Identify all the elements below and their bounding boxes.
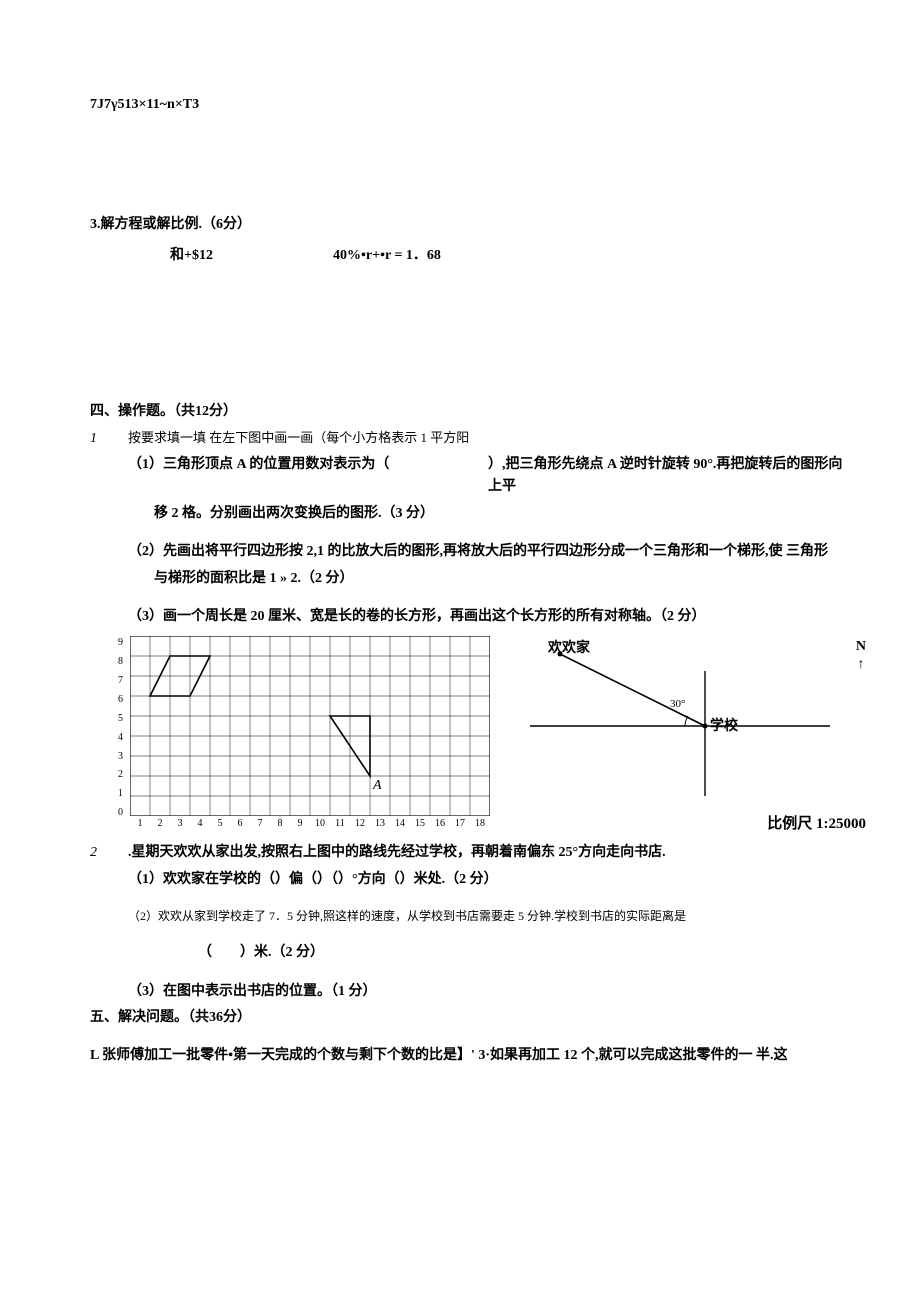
sec4-sub3: （3）画一个周长是 20 厘米、宽是长的卷的长方形，再画出这个长方形的所有对称轴… bbox=[128, 606, 850, 628]
q3-eq-left: 和+$12 bbox=[170, 245, 213, 267]
sec4-sub2-a: （2）先画出将平行四边形按 2,1 的比放大后的图形,再将放大后的平行四边形分成… bbox=[128, 541, 850, 563]
map-home-label: 欢欢家 bbox=[548, 638, 590, 660]
grid-figure: 9876543210 A 123456789101112131415161718 bbox=[130, 636, 490, 832]
sec4-sub1-c: 移 2 格。分别画出两次变换后的图形.（3 分） bbox=[154, 503, 850, 525]
svg-text:A: A bbox=[372, 778, 382, 793]
grid-svg: A bbox=[130, 636, 490, 816]
sec4-sub2-1: （1）欢欢家在学校的（）偏（）（）°方向（）米处.（2 分） bbox=[128, 869, 850, 891]
sec4-sub2-b: 与梯形的面积比是 1 » 2.（2 分） bbox=[154, 568, 850, 590]
sec4-sub2-2b: （ ）米.（2 分） bbox=[198, 942, 850, 964]
map-angle-text: 30° bbox=[670, 696, 685, 714]
north-arrow-icon: ↑ bbox=[856, 659, 866, 670]
figures-row: 9876543210 A 123456789101112131415161718… bbox=[130, 636, 850, 836]
north-letter: N bbox=[856, 636, 866, 658]
top-fragment: 7J7γ513×11~n×T3 bbox=[90, 94, 850, 116]
sec4-sub2-2a: （2）欢欢从家到学校走了 7．5 分钟,照这样的速度，从学校到书店需要走 5 分… bbox=[128, 907, 850, 926]
sec4-sub1-b: ）,把三角形先绕点 A 逆时针旋转 90°.再把旋转后的图形向上平 bbox=[488, 454, 850, 499]
sec4-heading: 四、操作题。（共12分） bbox=[90, 401, 850, 423]
map-school-label: 学校 bbox=[710, 716, 738, 738]
north-indicator: N ↑ bbox=[856, 636, 866, 670]
grid-x-labels: 123456789101112131415161718 bbox=[130, 816, 490, 832]
map-figure: 欢欢家 N ↑ 学校 30° 比例尺 1:25000 bbox=[530, 636, 870, 836]
q3-title: 3.解方程或解比例.（6分） bbox=[90, 214, 850, 236]
sec4-item1-num: 1 bbox=[90, 428, 128, 450]
q3-eq-right: 40%•r+•r = 1．68 bbox=[333, 245, 441, 267]
map-scale-label: 比例尺 1:25000 bbox=[767, 812, 866, 836]
sec4-sub1-a: （1）三角形顶点 A 的位置用数对表示为（ bbox=[128, 454, 488, 476]
map-svg bbox=[530, 636, 870, 806]
sec4-item1-intro: 按要求填一填 在左下图中画一画（每个小方格表示 1 平方阳 bbox=[128, 428, 850, 449]
sec4-item2-intro: .星期天欢欢从家出发,按照右上图中的路线先经过学校，再朝着南偏东 25°方向走向… bbox=[128, 842, 666, 864]
sec4-sub2-3: （3）在图中表示出书店的位置。（1 分） bbox=[128, 981, 850, 1003]
sec4-item2-num: 2 bbox=[90, 842, 128, 864]
sec5-q1: L 张师傅加工一批零件•第一天完成的个数与剩下个数的比是】' 3·如果再加工 1… bbox=[90, 1045, 850, 1067]
sec5-heading: 五、解决问题。（共36分） bbox=[90, 1007, 850, 1029]
grid-y-labels: 9876543210 bbox=[118, 636, 123, 818]
